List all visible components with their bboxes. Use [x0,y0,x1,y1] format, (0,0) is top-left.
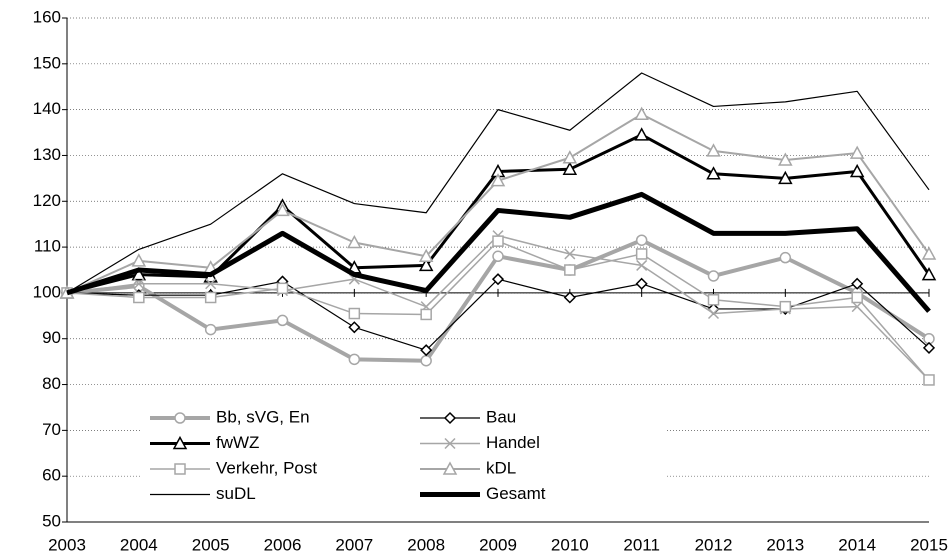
point [205,278,217,290]
point [707,307,720,320]
point [851,301,863,313]
point [418,257,434,272]
point [563,291,576,304]
point [921,246,937,260]
point [492,235,504,247]
point [851,291,863,304]
point [492,250,504,263]
x-tick-label: 2011 [623,535,660,554]
point [778,170,793,185]
point [562,150,578,164]
x-tick-label: 2012 [695,535,733,554]
point [634,106,649,120]
point [779,251,792,264]
legend-marker [442,461,458,475]
point [276,314,289,327]
point [133,291,145,304]
legend-label: Bau [486,407,516,426]
point [420,344,433,357]
point [276,282,289,295]
point [706,143,721,157]
y-tick-label: 60 [42,466,61,485]
y-tick-label: 90 [42,328,61,347]
legend-label: Handel [486,433,540,452]
point [634,127,649,141]
legend-label: fwWZ [216,433,259,452]
x-tick-label: 2013 [766,535,804,554]
legend-label: suDL [216,484,256,503]
point [348,321,361,334]
series-line [66,191,931,313]
legend-label: Bb, sVG, En [216,407,310,426]
y-tick-label: 120 [33,191,61,210]
y-tick-label: 80 [42,374,61,393]
x-tick-label: 2005 [192,535,230,554]
x-tick-label: 2008 [407,535,445,554]
x-tick-label: 2007 [335,535,373,554]
point [131,253,147,267]
point [706,166,721,180]
x-tick-label: 2015 [910,535,948,554]
x-tick-label: 2004 [120,535,158,554]
point [849,145,865,159]
x-tick-label: 2009 [479,535,517,554]
point [564,248,576,260]
series-line [66,72,930,294]
legend-box [140,404,665,508]
point [635,234,648,246]
point [131,267,147,281]
point [490,173,506,187]
point [635,248,648,260]
point [420,354,432,367]
point [348,307,361,320]
legend-marker [444,437,456,450]
y-tick-label: 160 [33,7,61,26]
point [491,273,505,286]
y-tick-label: 70 [42,420,61,439]
point [420,308,432,321]
legend: Bb, sVG, En Bau fwWZ Handel Verkehr, Post kDL… [140,404,665,508]
y-tick-label: 100 [33,282,61,301]
legend-marker [174,412,186,424]
legend-marker [172,435,188,450]
point [851,277,864,290]
point [707,294,720,306]
point [562,161,578,175]
point [923,374,935,386]
point [636,259,648,271]
legend-label: Verkehr, Post [216,458,317,477]
point [707,270,720,282]
y-tick-label: 110 [34,237,61,256]
point [564,264,576,276]
x-tick-label: 2003 [48,535,86,554]
point [348,353,361,366]
x-tick-label: 2006 [264,535,302,554]
x-tick-label: 2010 [551,535,589,554]
point [921,267,937,281]
legend-label: Gesamt [486,484,546,503]
point [849,163,865,178]
point [204,323,217,336]
point [779,300,792,313]
point [133,278,145,290]
point [778,152,793,166]
y-tick-label: 130 [33,145,61,164]
y-tick-label: 150 [33,53,61,72]
point [204,291,217,304]
point [275,202,290,217]
legend-marker [443,411,457,425]
legend-marker [174,463,186,475]
x-tick-label: 2014 [838,535,876,554]
point [922,341,936,354]
legend-label: kDL [486,458,516,477]
point [418,248,434,263]
point [635,277,648,290]
y-tick-label: 50 [42,511,61,530]
y-tick-label: 140 [33,99,61,118]
point [347,234,362,249]
